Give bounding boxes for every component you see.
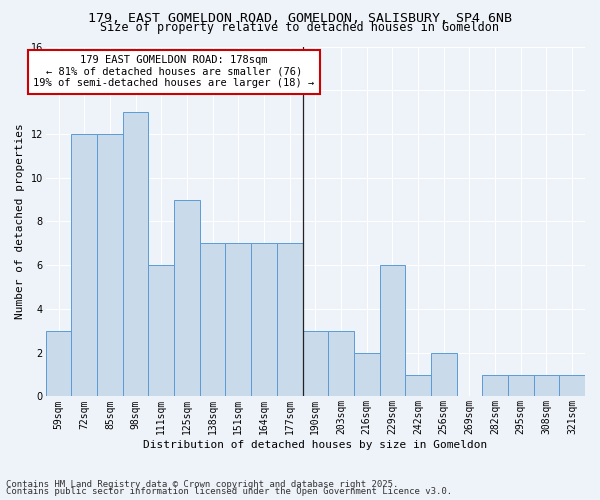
Bar [226, 244, 251, 396]
Bar [200, 244, 226, 396]
Bar [533, 374, 559, 396]
Bar [46, 331, 71, 396]
Bar [97, 134, 123, 396]
Text: Size of property relative to detached houses in Gomeldon: Size of property relative to detached ho… [101, 22, 499, 35]
Bar [174, 200, 200, 396]
Bar [328, 331, 354, 396]
Bar [380, 265, 405, 396]
Bar [71, 134, 97, 396]
Text: Contains public sector information licensed under the Open Government Licence v3: Contains public sector information licen… [6, 487, 452, 496]
Bar [508, 374, 533, 396]
X-axis label: Distribution of detached houses by size in Gomeldon: Distribution of detached houses by size … [143, 440, 487, 450]
Y-axis label: Number of detached properties: Number of detached properties [15, 124, 25, 320]
Text: 179 EAST GOMELDON ROAD: 178sqm
← 81% of detached houses are smaller (76)
19% of : 179 EAST GOMELDON ROAD: 178sqm ← 81% of … [34, 55, 315, 88]
Bar [354, 352, 380, 397]
Text: 179, EAST GOMELDON ROAD, GOMELDON, SALISBURY, SP4 6NB: 179, EAST GOMELDON ROAD, GOMELDON, SALIS… [88, 12, 512, 24]
Bar [148, 265, 174, 396]
Bar [482, 374, 508, 396]
Text: Contains HM Land Registry data © Crown copyright and database right 2025.: Contains HM Land Registry data © Crown c… [6, 480, 398, 489]
Bar [302, 331, 328, 396]
Bar [251, 244, 277, 396]
Bar [559, 374, 585, 396]
Bar [123, 112, 148, 397]
Bar [277, 244, 302, 396]
Bar [431, 352, 457, 397]
Bar [405, 374, 431, 396]
